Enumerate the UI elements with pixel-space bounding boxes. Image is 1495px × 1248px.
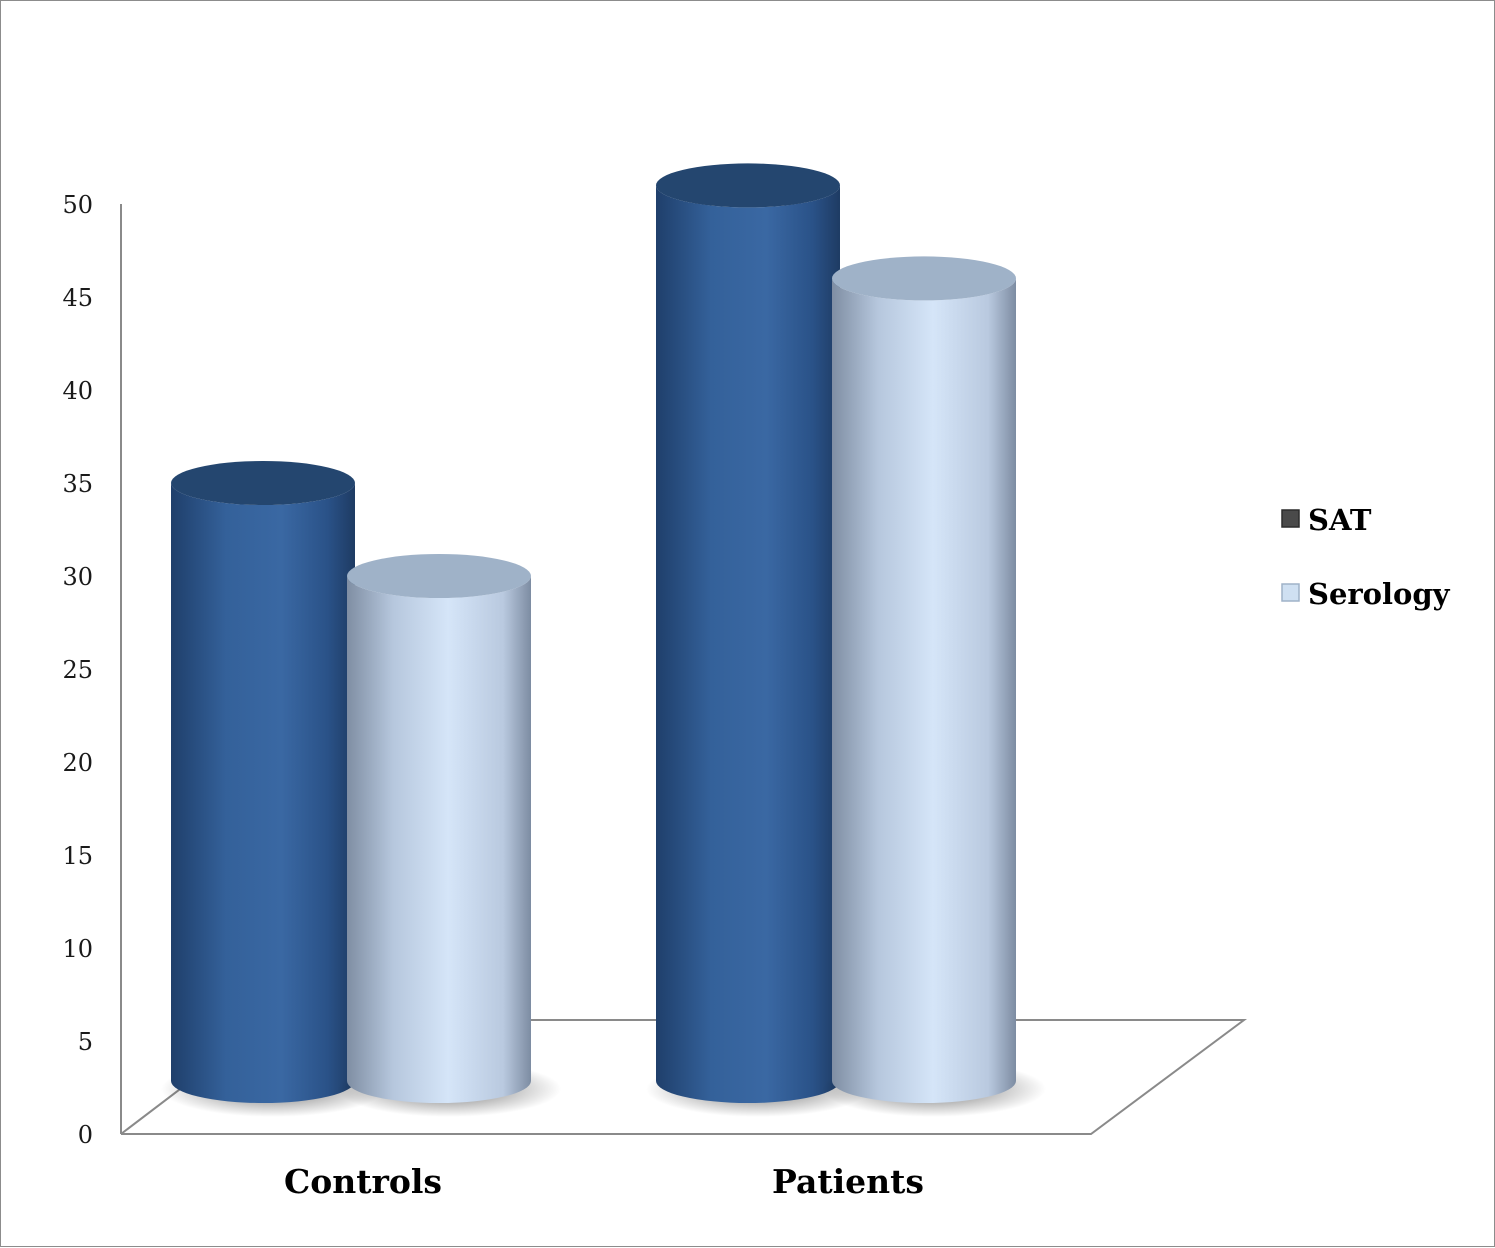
y-tick-label: 0 bbox=[78, 1121, 93, 1149]
legend-swatch-serology bbox=[1281, 583, 1300, 602]
x-category-label: Controls bbox=[284, 1162, 442, 1201]
legend-label-serology: Serology bbox=[1308, 577, 1451, 611]
y-tick-label: 50 bbox=[62, 191, 93, 219]
bar-top-sat-patients bbox=[656, 163, 840, 208]
bar-sat-patients bbox=[656, 185, 840, 1103]
y-tick-label: 40 bbox=[62, 377, 93, 405]
x-category-label: Patients bbox=[772, 1162, 924, 1201]
bar-top-serology-controls bbox=[347, 554, 531, 598]
legend-label-sat: SAT bbox=[1308, 503, 1372, 537]
y-tick-label: 5 bbox=[78, 1028, 93, 1056]
bars bbox=[161, 163, 1046, 1117]
bar-top-sat-controls bbox=[171, 461, 355, 505]
bar-serology-patients bbox=[832, 278, 1016, 1103]
y-tick-label: 30 bbox=[62, 563, 93, 591]
bar-top-serology-patients bbox=[832, 256, 1016, 301]
y-tick-label: 45 bbox=[62, 284, 93, 312]
labels: 0 5 10 15 20 25 30 35 40 45 50 Controls Patients bbox=[62, 191, 924, 1201]
legend-swatch-sat bbox=[1281, 509, 1300, 528]
y-tick-label: 35 bbox=[62, 470, 93, 498]
bar-sat-controls bbox=[171, 483, 355, 1103]
y-tick-label: 15 bbox=[62, 842, 93, 870]
y-tick-label: 10 bbox=[62, 935, 93, 963]
y-tick-label: 25 bbox=[62, 656, 93, 684]
bar-serology-controls bbox=[347, 576, 531, 1103]
legend: SAT Serology bbox=[1281, 503, 1451, 611]
y-tick-label: 20 bbox=[62, 749, 93, 777]
